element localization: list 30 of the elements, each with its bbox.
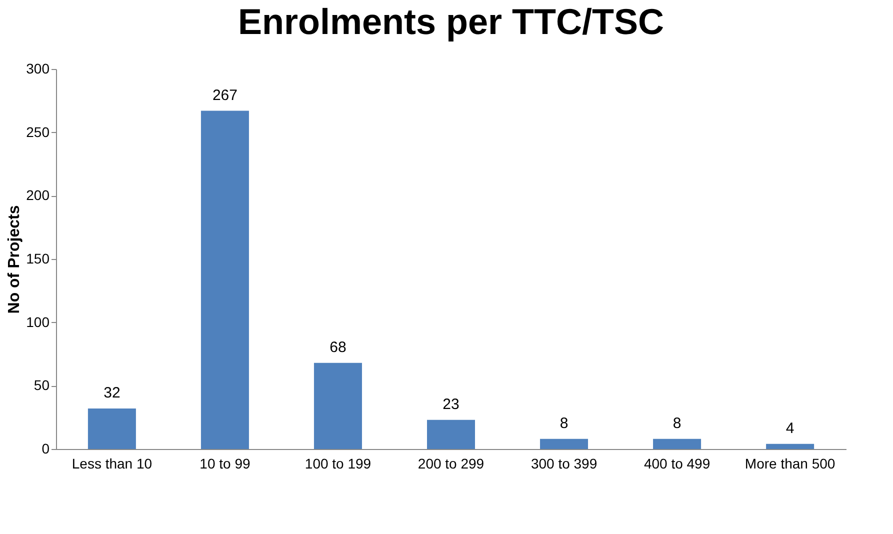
x-tick-label: 200 to 299 — [418, 456, 484, 472]
y-tick-label: 300 — [26, 60, 50, 76]
data-label: 8 — [672, 414, 682, 432]
x-tick-label: 300 to 399 — [530, 456, 598, 472]
bar — [427, 420, 475, 449]
bar — [314, 362, 362, 449]
data-label: 32 — [104, 384, 120, 402]
y-tick-label: 200 — [26, 187, 50, 204]
data-label: 68 — [330, 338, 346, 356]
y-tick-label: 250 — [26, 124, 50, 140]
bar — [88, 408, 136, 449]
x-tick-label: Less than 10 — [72, 456, 152, 472]
chart-title: Enrolments per TTC/TSC — [238, 1, 664, 42]
bar — [653, 438, 702, 449]
bar — [766, 444, 814, 449]
x-tick-label: 400 to 499 — [644, 456, 710, 472]
bar — [540, 438, 588, 449]
bar — [200, 110, 249, 449]
data-label: 4 — [786, 420, 794, 437]
y-tick-label: 150 — [26, 250, 50, 266]
y-tick-label: 50 — [34, 377, 50, 394]
data-label: 267 — [212, 86, 238, 104]
x-tick-label: More than 500 — [744, 456, 836, 472]
y-axis-title: No of Projects — [6, 205, 24, 314]
x-tick-label: 100 to 199 — [304, 456, 372, 472]
y-tick-label: 0 — [42, 440, 50, 456]
data-label: 8 — [560, 414, 568, 432]
y-tick-label: 100 — [26, 314, 50, 330]
x-tick-label: 10 to 99 — [200, 456, 250, 472]
data-label: 23 — [442, 396, 460, 413]
